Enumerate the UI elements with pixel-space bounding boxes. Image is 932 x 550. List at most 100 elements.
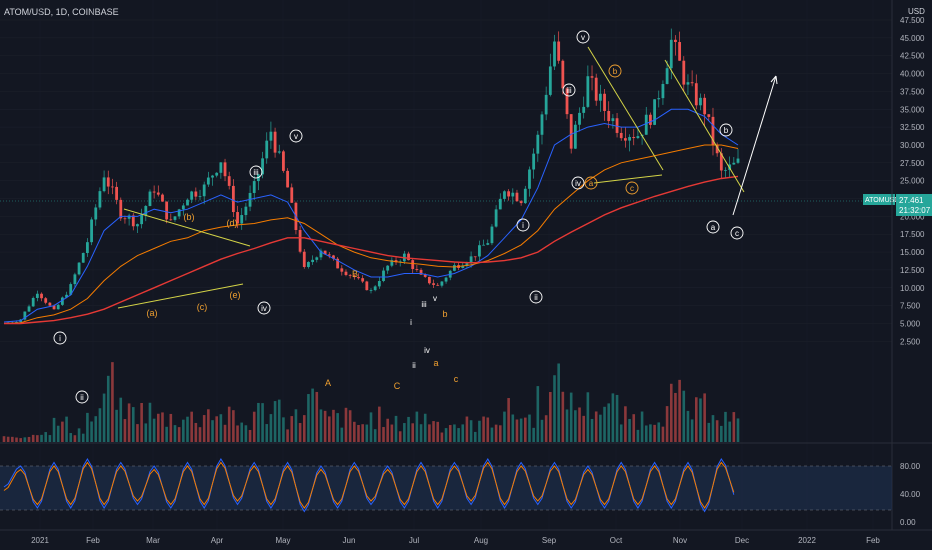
candle-body xyxy=(169,219,173,221)
candle-body xyxy=(156,192,160,195)
candle-body xyxy=(411,260,415,269)
candle-body xyxy=(223,162,227,177)
volume-bar xyxy=(473,431,477,442)
candle-body xyxy=(465,263,469,266)
volume-bar xyxy=(403,423,406,442)
candle-body xyxy=(603,93,606,111)
price-gridlines xyxy=(0,19,892,342)
volume-bar xyxy=(194,422,198,442)
volume-bar xyxy=(469,420,473,442)
time-axis[interactable]: 2021 Feb Mar Apr May Jun Jul Aug Sep Oct Nov Dec 202… xyxy=(31,536,880,545)
volume-bar xyxy=(169,413,173,442)
volume-bar xyxy=(311,388,314,442)
candle-body xyxy=(98,191,102,208)
svg-text:27.461: 27.461 xyxy=(899,196,924,205)
candle-body xyxy=(27,306,31,312)
volume-bar xyxy=(165,426,168,442)
volume-bar xyxy=(348,410,352,442)
volume-bar xyxy=(369,412,373,442)
volume-bar xyxy=(65,416,68,442)
candle-body xyxy=(186,199,189,206)
svg-text:iii: iii xyxy=(253,168,259,177)
moving-average-ma-fast xyxy=(3,108,739,323)
candle-body xyxy=(81,253,85,263)
candle-body xyxy=(60,297,64,305)
candle-body xyxy=(736,158,740,163)
svg-text:(c): (c) xyxy=(197,302,208,312)
svg-text:(e): (e) xyxy=(230,290,241,300)
volume-bar xyxy=(565,409,569,442)
volume-bar xyxy=(127,403,131,442)
svg-text:i: i xyxy=(59,334,61,343)
volume-bar xyxy=(244,425,248,442)
volume-bar xyxy=(106,375,110,442)
time-tick-label: Nov xyxy=(673,536,687,545)
volume-bar xyxy=(31,434,35,442)
svg-text:ATOMUSD: ATOMUSD xyxy=(865,197,899,204)
candle-body xyxy=(190,191,194,200)
volume-bar xyxy=(644,425,648,442)
volume-bar xyxy=(182,419,185,442)
candle-body xyxy=(165,201,169,220)
candle-body xyxy=(77,262,81,275)
candle-body xyxy=(202,184,206,197)
candle-body xyxy=(390,260,394,266)
volume-bar xyxy=(19,438,22,442)
time-tick-label: Oct xyxy=(610,536,623,545)
candle-body xyxy=(511,192,515,197)
candle-body xyxy=(719,153,723,171)
candle-body xyxy=(528,169,531,189)
volume-bar xyxy=(694,397,698,442)
volume-bar xyxy=(315,391,319,442)
volume-bar xyxy=(290,416,294,442)
volume-bar xyxy=(490,427,494,442)
volume-bar xyxy=(123,419,127,442)
volume-bar xyxy=(302,415,306,442)
wave-labels-orange: (a) (b) (c) (d) (e) A B C a b c xyxy=(147,212,459,391)
candle-body xyxy=(348,274,352,276)
volume-bar xyxy=(690,419,694,442)
volume-bar xyxy=(599,414,602,442)
volume-bar xyxy=(669,383,673,442)
candle-body xyxy=(215,172,219,176)
volume-bar xyxy=(15,437,18,442)
candle-body xyxy=(453,265,456,271)
volume-bar xyxy=(219,414,223,442)
volume-bar xyxy=(6,436,10,442)
volume-bar xyxy=(102,393,106,442)
candle-body xyxy=(369,290,373,291)
candle-body xyxy=(244,206,248,216)
candle-body xyxy=(52,305,56,310)
volume-bar xyxy=(240,422,244,442)
trendline-feb-bottom xyxy=(117,283,244,309)
volume-bar xyxy=(40,434,43,442)
wave-labels-orange-circled-text: a b c xyxy=(589,67,634,193)
candle-body xyxy=(494,209,498,227)
volume-bar xyxy=(707,422,711,442)
volume-bar xyxy=(277,399,281,442)
svg-text:b: b xyxy=(613,67,618,76)
volume-bar xyxy=(248,429,252,442)
candle-body xyxy=(707,114,711,117)
candle-body xyxy=(444,277,448,282)
candle-body xyxy=(636,136,640,139)
volume-bar xyxy=(440,432,444,442)
volume-bar xyxy=(81,433,85,442)
candle-body xyxy=(503,191,506,199)
volume-bar xyxy=(69,433,73,442)
svg-text:B: B xyxy=(352,269,358,279)
volume-bar xyxy=(215,416,218,442)
wave-labels-white-small: i ii iii iv v xyxy=(410,294,437,370)
volume-bar xyxy=(519,418,523,442)
candle-body xyxy=(340,268,344,272)
volume-bar xyxy=(227,406,231,442)
svg-text:(d): (d) xyxy=(227,218,238,228)
time-tick-label: Jun xyxy=(343,536,356,545)
volume-bar xyxy=(340,427,344,442)
svg-text:A: A xyxy=(325,378,331,388)
candle-body xyxy=(678,42,682,61)
candle-body xyxy=(532,153,536,170)
volume-bar xyxy=(332,409,335,442)
candle-body xyxy=(665,68,669,84)
